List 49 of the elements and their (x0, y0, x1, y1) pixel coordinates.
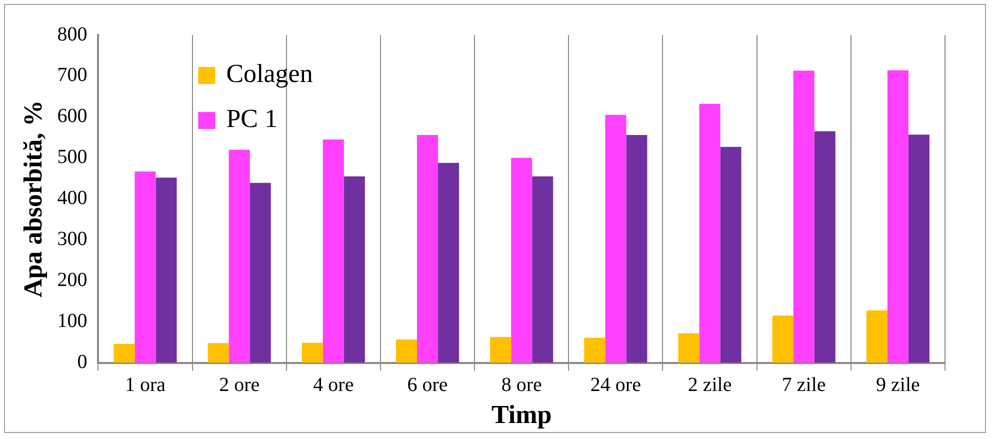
y-tick-label: 700 (57, 64, 88, 86)
bar (699, 104, 720, 363)
y-tick-label: 200 (57, 269, 88, 292)
bar (114, 344, 135, 363)
y-tick-label: 300 (57, 228, 88, 250)
bar (887, 70, 908, 363)
legend-label: PC 1 (226, 104, 278, 133)
x-tick-label: 1 ora (124, 374, 166, 396)
y-tick-label: 500 (57, 146, 88, 168)
bar (250, 182, 271, 363)
bar (134, 171, 156, 363)
bar (584, 338, 606, 363)
y-tick-label: 600 (57, 105, 88, 128)
bar (302, 342, 323, 363)
x-tick-label: 6 ore (407, 374, 448, 396)
bar (720, 146, 742, 363)
y-tick-label: 100 (57, 310, 88, 332)
bar (396, 339, 418, 363)
x-tick-label: 2 ore (219, 374, 260, 396)
legend-label: Colagen (226, 58, 313, 88)
x-tick-label: 24 ore (590, 374, 642, 396)
y-tick-label: 400 (57, 187, 88, 210)
y-tick-label: 800 (57, 23, 88, 46)
bar (438, 162, 460, 363)
bar (490, 336, 512, 363)
bar (532, 176, 554, 363)
x-axis-title: Timp (491, 400, 552, 430)
bar (626, 134, 648, 363)
x-tick-label: 8 ore (501, 374, 542, 396)
y-axis-title: Apa absorbită, % (18, 100, 48, 298)
bar (417, 134, 438, 363)
bar (793, 70, 814, 363)
bar (228, 150, 250, 363)
bar (908, 134, 930, 363)
bar (322, 139, 344, 363)
bar (605, 114, 626, 363)
bar (678, 333, 700, 363)
x-tick-label: 7 zile (782, 374, 826, 396)
bar (511, 158, 532, 363)
y-tick-label: 0 (77, 351, 88, 374)
x-tick-label: 4 ore (313, 374, 354, 396)
x-tick-label: 2 zile (688, 374, 732, 396)
bar (344, 176, 365, 363)
x-tick-label: 9 zile (876, 374, 920, 396)
bar (208, 343, 229, 363)
bar (772, 316, 794, 363)
bar (156, 178, 177, 363)
bar (866, 310, 888, 363)
bar (814, 131, 836, 363)
